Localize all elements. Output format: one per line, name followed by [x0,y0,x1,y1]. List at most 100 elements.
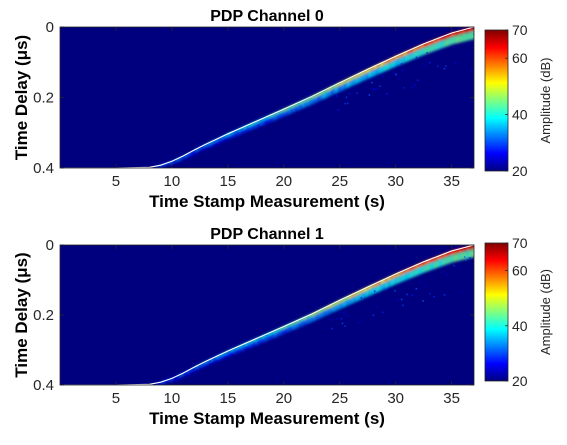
heat-tail [335,305,337,311]
heat-speckle [336,317,338,320]
heat-tail [331,307,333,313]
heat-cell [443,35,446,40]
heat-speckle [469,54,471,57]
heat-tail [470,249,473,258]
heat-speckle [461,292,463,294]
heat-tail [369,71,372,78]
heat-cell [423,261,426,265]
trajectory-line [60,244,475,386]
heat-cell [208,359,211,362]
heat-tail [375,286,377,293]
heat-cell [459,30,462,35]
heat-cell [388,276,391,281]
heat-tail [237,131,239,136]
heat-tail [206,363,208,367]
heat-tail [462,33,465,42]
heat-cell [237,129,239,132]
x-tick-label: 30 [387,390,404,407]
heat-cell [398,272,400,276]
heat-tail [427,263,430,271]
heat-cell [232,348,235,351]
heat-tail [317,313,320,319]
heat-speckle [336,95,338,97]
heat-cell [465,28,467,33]
heat-tail [451,254,454,263]
heat-tail [187,155,189,159]
heat-cell [298,101,301,105]
heat-tail [167,381,169,384]
heat-tail [345,82,348,89]
heat-speckle [348,92,350,95]
heat-cell [380,280,383,284]
heat-tail [426,46,428,54]
heat-tail [271,334,274,339]
heat-cell [400,53,403,57]
heat-tail [422,265,424,274]
heat-tail [298,322,301,328]
heat-cell [255,338,258,341]
heat-speckle [373,290,376,293]
colorbar [484,242,509,382]
heat-tail [344,83,347,89]
heat-tail [418,267,420,275]
heat-tail [437,42,439,50]
heat-tail [305,319,308,325]
heatmap-streaks [155,27,478,168]
heat-speckle [372,314,375,317]
heat-tail [204,146,207,150]
heat-tail [439,259,442,267]
heat-cell [293,321,296,325]
heat-tail [332,89,334,95]
heat-tail [406,55,408,62]
heat-tail [434,43,436,51]
heat-cell [253,122,255,125]
heat-tail [185,373,188,376]
pdp-panel-1: 5 10 15 20 25 30 35 0 0.2 0.4 PDP Channel 1 Time St… [12,226,553,428]
heat-cell [269,115,271,118]
heat-tail [237,349,239,353]
heat-speckle [406,293,408,296]
heat-tail [458,252,461,261]
heat-cell [302,317,305,321]
heat-cell [402,52,404,57]
heat-cell [372,66,375,70]
heat-tail [289,326,291,332]
heat-cell [437,38,439,42]
heat-cell [349,295,352,299]
heat-tail [167,164,169,167]
heat-tail [378,285,380,292]
heat-tail [476,31,478,39]
heat-cell [318,309,321,313]
heat-tail [415,268,418,276]
heat-tail [273,116,275,121]
x-tick-label: 20 [275,173,292,190]
heat-speckle [332,107,334,110]
heat-tail [218,357,220,361]
heat-cell [194,366,196,369]
heat-cell [341,298,344,302]
heat-tail [446,38,449,47]
heat-speckle [347,102,349,105]
heat-cell [267,115,270,119]
heat-tail [169,380,172,383]
heat-tail [459,34,462,43]
heat-cell [450,250,453,255]
heat-tail [347,299,349,306]
heat-cell [339,82,341,86]
heat-cell [403,52,406,56]
heat-cell [386,60,388,64]
heat-cell [250,123,253,126]
heat-tail [410,271,412,278]
heat-cell [317,93,320,96]
heat-cell [239,345,242,348]
heat-tail [177,377,180,380]
heat-tail [181,375,184,378]
heat-tail [294,106,297,112]
y-tick-label: 0.2 [33,90,54,107]
heat-cell [246,342,249,345]
heat-cell [168,161,171,164]
heat-tail [329,308,332,314]
heat-tail [349,298,352,305]
heat-tail [231,134,234,138]
heat-tail [254,341,257,346]
